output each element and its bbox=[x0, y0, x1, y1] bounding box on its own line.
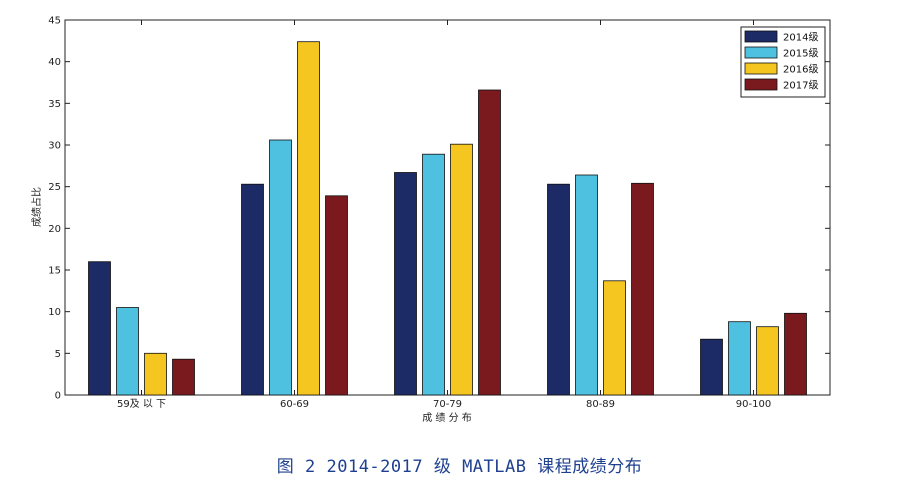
bar-3-4 bbox=[603, 280, 626, 396]
legend: 2014级 2015级 2016级 2017级 bbox=[740, 26, 826, 98]
legend-swatch bbox=[744, 62, 778, 75]
bar-3-2 bbox=[297, 41, 320, 396]
bar-4-5 bbox=[784, 312, 807, 396]
legend-label: 2017级 bbox=[783, 80, 818, 92]
bar-2-4 bbox=[575, 174, 598, 396]
legend-label: 2016级 bbox=[783, 64, 818, 76]
y-tick-label: 30 bbox=[48, 141, 61, 152]
x-tick-label: 70-79 bbox=[433, 399, 462, 410]
bar-2-3 bbox=[422, 153, 445, 396]
bar-1-3 bbox=[394, 172, 417, 396]
y-tick-label: 40 bbox=[48, 57, 61, 68]
bar-4-2 bbox=[325, 195, 348, 396]
bar-3-5 bbox=[756, 326, 779, 396]
x-axis: 59及 以 下 60-69 70-79 80-89 90-100 bbox=[117, 20, 771, 410]
figure-caption: 图 2 2014-2017 级 MATLAB 课程成绩分布 bbox=[276, 457, 643, 477]
bar-3-1 bbox=[144, 352, 167, 396]
bar-1-4 bbox=[547, 183, 570, 396]
bar-1-2 bbox=[241, 183, 264, 396]
y-tick-label: 10 bbox=[48, 307, 61, 318]
x-axis-label: 成 绩 分 布 bbox=[422, 411, 472, 424]
y-tick-label: 0 bbox=[55, 391, 61, 402]
y-axis: 0 5 10 15 20 25 30 35 40 45 bbox=[48, 16, 830, 402]
x-tick-label: 59及 以 下 bbox=[117, 398, 166, 410]
y-tick-label: 35 bbox=[48, 99, 61, 110]
legend-swatch bbox=[744, 46, 778, 59]
bar-2-1 bbox=[116, 307, 139, 396]
bars-group bbox=[88, 41, 807, 396]
y-tick-label: 20 bbox=[48, 224, 61, 235]
bar-2-5 bbox=[728, 321, 751, 396]
bar-4-4 bbox=[631, 182, 654, 396]
bar-1-1 bbox=[88, 261, 111, 396]
bar-2-2 bbox=[269, 139, 292, 396]
bar-chart: 0 5 10 15 20 25 30 35 40 45 59及 以 下 60-69 70-79 80-8… bbox=[30, 16, 831, 424]
x-tick-label: 60-69 bbox=[280, 399, 309, 410]
legend-label: 2014级 bbox=[783, 32, 818, 44]
legend-label: 2015级 bbox=[783, 48, 818, 60]
y-tick-label: 45 bbox=[48, 16, 61, 27]
legend-swatch bbox=[744, 30, 778, 43]
y-tick-label: 15 bbox=[48, 266, 61, 277]
bar-4-3 bbox=[478, 89, 501, 396]
y-axis-label: 成绩占比 bbox=[30, 187, 43, 227]
y-tick-label: 25 bbox=[48, 182, 61, 193]
bar-4-1 bbox=[172, 358, 195, 396]
plot-area bbox=[64, 19, 831, 396]
bar-3-3 bbox=[450, 143, 473, 396]
x-tick-label: 90-100 bbox=[736, 399, 771, 410]
legend-swatch bbox=[744, 78, 778, 91]
bar-1-5 bbox=[700, 338, 723, 396]
y-tick-label: 5 bbox=[55, 349, 61, 360]
x-tick-label: 80-89 bbox=[586, 399, 615, 410]
